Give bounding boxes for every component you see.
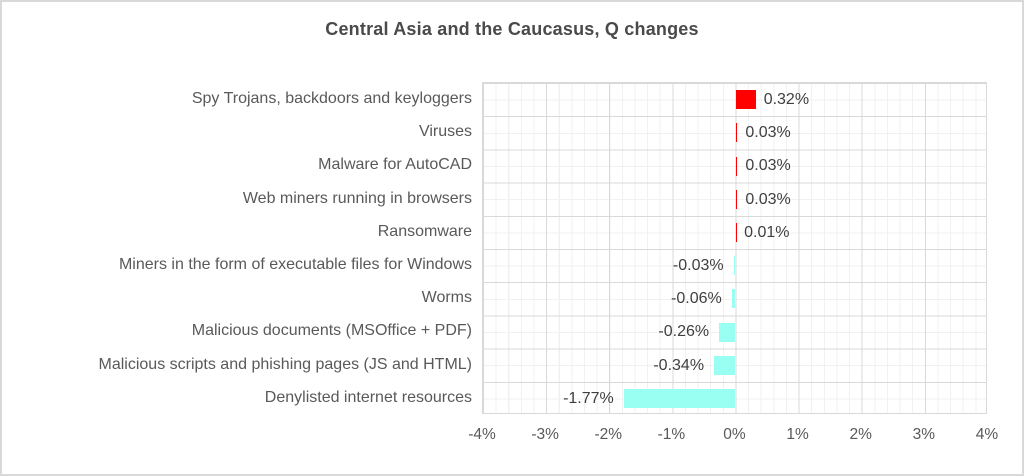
value-label: 0.03% — [745, 157, 791, 175]
x-axis-tick-label: -1% — [657, 426, 686, 443]
x-axis-tick-label: 1% — [786, 426, 809, 443]
x-axis-tick-label: -3% — [531, 426, 559, 443]
chart-title: Central Asia and the Caucasus, Q changes — [325, 19, 699, 39]
bar-negative — [731, 289, 736, 309]
value-label: -0.06% — [671, 290, 722, 308]
x-axis-tick-label: -4% — [468, 426, 496, 443]
x-axis-tick-label: 2% — [849, 426, 872, 443]
bar-negative — [719, 322, 736, 342]
value-label: -0.26% — [658, 323, 710, 341]
category-label: Ransomware — [377, 222, 472, 240]
category-label: Worms — [421, 289, 472, 307]
value-label: 0.03% — [745, 190, 791, 208]
value-label: -0.03% — [672, 257, 724, 274]
bar-positive — [735, 222, 737, 242]
bar-positive — [735, 189, 738, 209]
bar-negative — [623, 388, 736, 408]
value-label: -0.34% — [653, 356, 705, 374]
category-label: Spy Trojans, backdoors and keyloggers — [191, 90, 472, 107]
category-label: Denylisted internet resources — [264, 388, 472, 406]
x-axis-tick-label: 4% — [975, 426, 999, 443]
category-label: Miners in the form of executable files f… — [118, 256, 472, 273]
category-label: Malware for AutoCAD — [318, 156, 472, 174]
bar-positive — [735, 156, 738, 176]
bar-negative — [733, 256, 736, 276]
category-label: Malicious documents (MSOffice + PDF) — [191, 322, 472, 340]
category-label: Viruses — [418, 123, 472, 141]
category-label: Web miners running in browsers — [242, 189, 472, 207]
bar-positive — [735, 90, 756, 110]
category-label: Malicious scripts and phishing pages (JS… — [98, 355, 473, 373]
x-axis-tick-label: 3% — [912, 426, 936, 443]
x-axis-tick-label: 0% — [723, 426, 746, 443]
plot-area: 0.32% 0.03% 0.03% 0.03% 0.01% -0.03% -0.06% -0.… — [482, 82, 987, 414]
bar-positive — [735, 123, 738, 143]
bar-negative — [714, 355, 736, 375]
value-label: -1.77% — [563, 389, 614, 407]
value-label: 0.01% — [744, 223, 790, 241]
value-label: 0.32% — [763, 91, 810, 108]
x-axis-tick-label: -2% — [594, 426, 623, 443]
value-label: 0.03% — [745, 124, 791, 142]
